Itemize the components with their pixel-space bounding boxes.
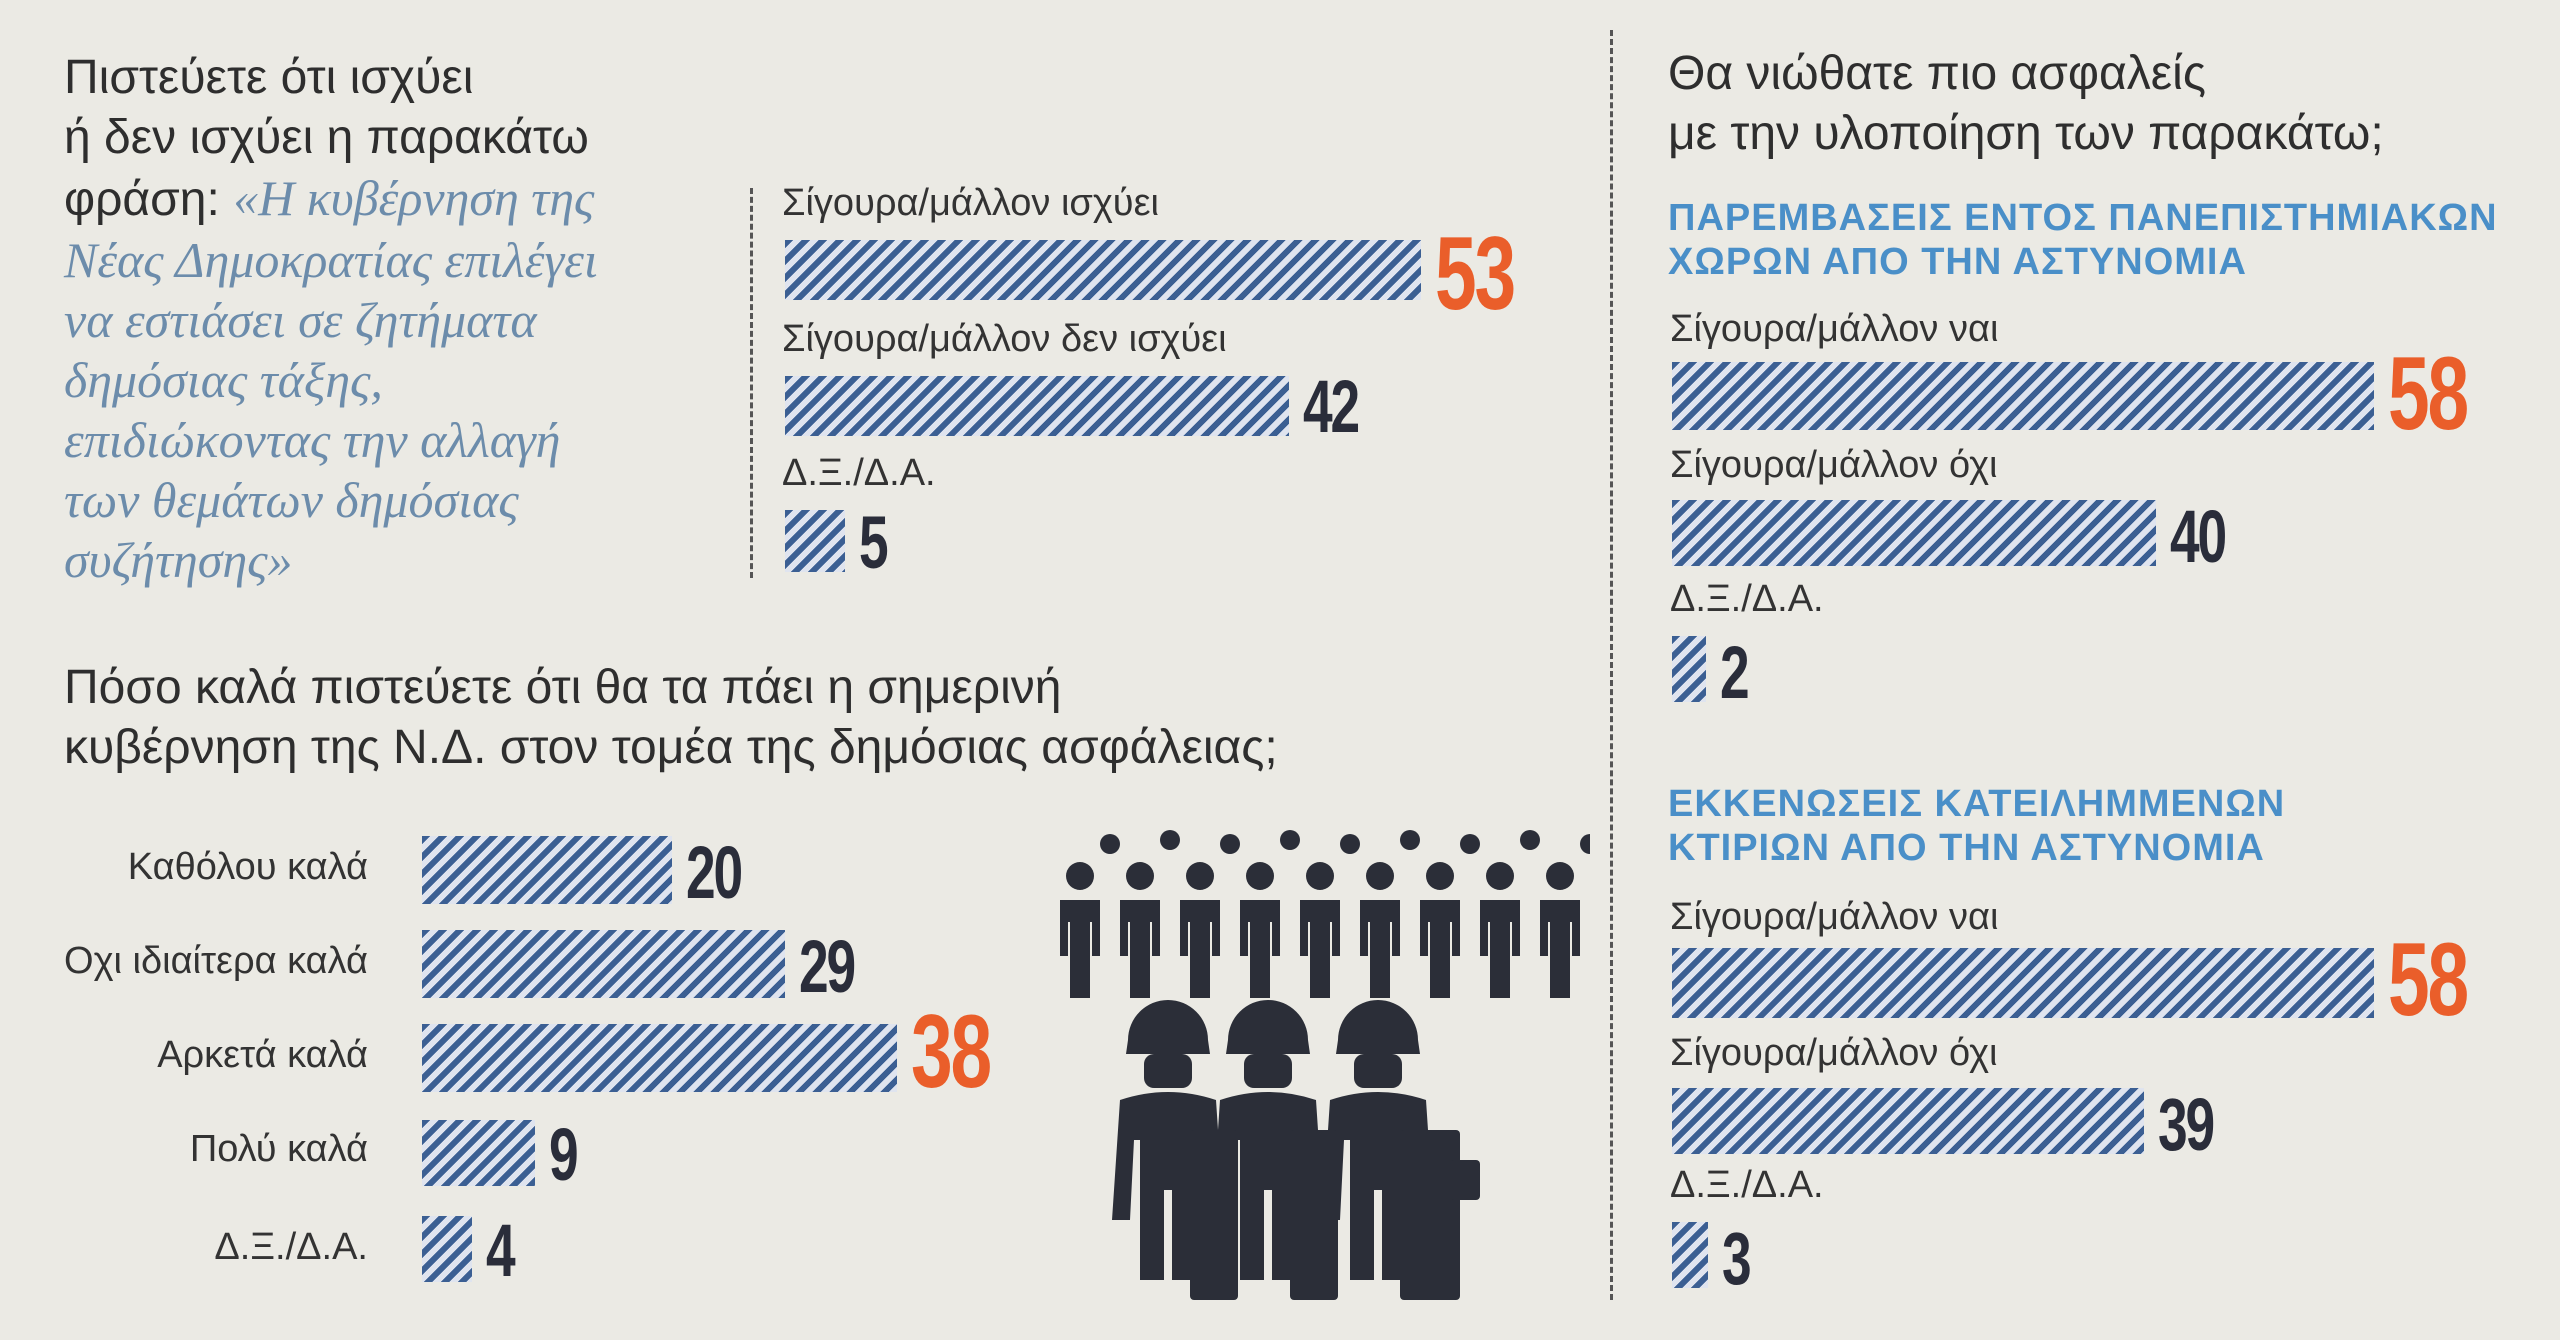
section1-line2: ΧΩΡΩΝ ΑΠΟ ΤΗΝ ΑΣΤΥΝΟΜΙΑ	[1668, 241, 2247, 283]
c3-bar-2	[1672, 636, 1706, 702]
c2-label-3: Πολύ καλά	[189, 1128, 368, 1170]
c1-bar-2	[785, 510, 845, 572]
crowd-head-dot	[1280, 830, 1300, 850]
c1-bar-0	[785, 240, 1421, 300]
c1-value-2: 5	[859, 501, 889, 584]
q1-quote-1: Νέας Δημοκρατίας επιλέγει	[64, 232, 598, 288]
c4-bar-2	[1672, 1222, 1709, 1288]
crowd-head-dot	[1580, 834, 1590, 854]
c1-bar-1	[785, 376, 1289, 436]
c4-label-1: Σίγουρα/μάλλον όχι	[1670, 1032, 1998, 1074]
c1-label-2: Δ.Ξ./Δ.Α.	[782, 452, 936, 494]
section2-line2: ΚΤΙΡΙΩΝ ΑΠΟ ΤΗΝ ΑΣΤΥΝΟΜΙΑ	[1668, 827, 2265, 869]
c3-label-0: Σίγουρα/μάλλον ναι	[1670, 308, 1999, 350]
q1-quote-6: συζήτησης»	[64, 532, 293, 588]
c3-value-2: 2	[1720, 631, 1750, 714]
c3-bar-0	[1672, 362, 2374, 430]
c2-value-0: 20	[686, 831, 743, 914]
person-icon	[1240, 862, 1280, 998]
c4-label-0: Σίγουρα/μάλλον ναι	[1670, 896, 1999, 938]
c1-value-1: 42	[1303, 365, 1360, 448]
c2-value-2: 38	[911, 994, 992, 1110]
q2-line2: κυβέρνηση της Ν.Δ. στον τομέα της δημόσι…	[64, 721, 1278, 774]
q3-line1: Θα νιώθατε πιο ασφαλείς	[1668, 47, 2206, 100]
person-icon	[1540, 862, 1580, 998]
person-icon	[1060, 862, 1100, 998]
q1-divider	[750, 188, 753, 578]
c4-value-2: 3	[1722, 1217, 1752, 1300]
c2-label-2: Αρκετά καλά	[157, 1034, 368, 1076]
person-icon	[1120, 862, 1160, 998]
c4-value-0: 58	[2387, 922, 2469, 1038]
crowd-head-dot	[1160, 830, 1180, 850]
police-officers-icon	[1112, 1000, 1480, 1300]
c2-label-1: Οχι ιδιαίτερα καλά	[64, 940, 368, 982]
section1-heading: ΠΑΡΕΜΒΑΣΕΙΣ ΕΝΤΟΣ ΠΑΝΕΠΙΣΤΗΜΙΑΚΩΝ ΧΩΡΩΝ …	[1668, 196, 2498, 284]
c1-label-1: Σίγουρα/μάλλον δεν ισχύει	[782, 318, 1227, 360]
c1-value-0: 53	[1435, 216, 1516, 332]
q1-line2: ή δεν ισχύει η παρακάτω	[64, 111, 589, 164]
q3-line2: με την υλοποίηση των παρακάτω;	[1668, 107, 2384, 160]
q1-quote-3: δημόσιας τάξης,	[64, 352, 383, 408]
right-divider	[1610, 30, 1613, 1300]
crowd-head-dot	[1400, 830, 1420, 850]
c2-bar-2	[422, 1024, 897, 1092]
c4-value-1: 39	[2157, 1083, 2215, 1166]
c4-bar-0	[1672, 948, 2374, 1018]
c2-label-0: Καθόλου καλά	[127, 846, 368, 888]
person-icon	[1360, 862, 1400, 998]
q1-line3: φράση: «Η κυβέρνηση της	[64, 168, 744, 230]
c4-label-2: Δ.Ξ./Δ.Α.	[1670, 1164, 1824, 1206]
c3-label-2: Δ.Ξ./Δ.Α.	[1670, 578, 1824, 620]
person-icon	[1300, 862, 1340, 998]
q1-quote-4: επιδιώκοντας την αλλαγή	[64, 412, 561, 468]
c2-value-3: 9	[548, 1113, 579, 1196]
q1-quote-5: των θεμάτων δημόσιας	[64, 472, 519, 528]
person-icon	[1180, 862, 1220, 998]
person-icon	[1420, 862, 1460, 998]
crowd-head-dot	[1340, 834, 1360, 854]
q2-line1: Πόσο καλά πιστεύετε ότι θα τα πάει η σημ…	[64, 661, 1062, 714]
c2-bar-3	[422, 1120, 535, 1186]
q3-title: Θα νιώθατε πιο ασφαλείς με την υλοποίηση…	[1668, 44, 2384, 164]
c2-label-4: Δ.Ξ./Δ.Α.	[214, 1226, 368, 1268]
section1-line1: ΠΑΡΕΜΒΑΣΕΙΣ ΕΝΤΟΣ ΠΑΝΕΠΙΣΤΗΜΙΑΚΩΝ	[1668, 197, 2498, 239]
q1-line3-prefix: φράση:	[64, 173, 220, 226]
c2-bar-0	[422, 836, 672, 904]
q1-title: Πιστεύετε ότι ισχύει ή δεν ισχύει η παρα…	[64, 48, 744, 590]
crowd-head-dot	[1100, 834, 1120, 854]
c1-label-0: Σίγουρα/μάλλον ισχύει	[782, 182, 1159, 224]
q1-line1: Πιστεύετε ότι ισχύει	[64, 51, 474, 104]
c2-value-1: 29	[798, 925, 856, 1008]
c3-value-0: 58	[2387, 336, 2469, 452]
crowd-head-dot	[1520, 830, 1540, 850]
q1-quote-2: να εστιάσει σε ζητήματα	[64, 292, 537, 348]
people-illustration	[1060, 830, 1590, 1300]
c2-bar-4	[422, 1216, 472, 1282]
c3-label-1: Σίγουρα/μάλλον όχι	[1670, 444, 1998, 486]
section2-heading: ΕΚΚΕΝΩΣΕΙΣ ΚΑΤΕΙΛΗΜΜΕΝΩΝ ΚΤΙΡΙΩΝ ΑΠΟ ΤΗΝ…	[1668, 782, 2285, 870]
crowd-head-dot	[1220, 834, 1240, 854]
crowd-head-dot	[1460, 834, 1480, 854]
person-icon	[1480, 862, 1520, 998]
c4-bar-1	[1672, 1088, 2144, 1154]
c3-bar-1	[1672, 500, 2156, 566]
section2-line1: ΕΚΚΕΝΩΣΕΙΣ ΚΑΤΕΙΛΗΜΜΕΝΩΝ	[1668, 783, 2286, 825]
q1-quote-0: «Η κυβέρνηση της	[233, 170, 595, 226]
c2-bar-1	[422, 930, 785, 998]
c3-value-1: 40	[2170, 495, 2227, 578]
q2-title: Πόσο καλά πιστεύετε ότι θα τα πάει η σημ…	[64, 658, 1278, 778]
c2-value-4: 4	[486, 1209, 516, 1292]
